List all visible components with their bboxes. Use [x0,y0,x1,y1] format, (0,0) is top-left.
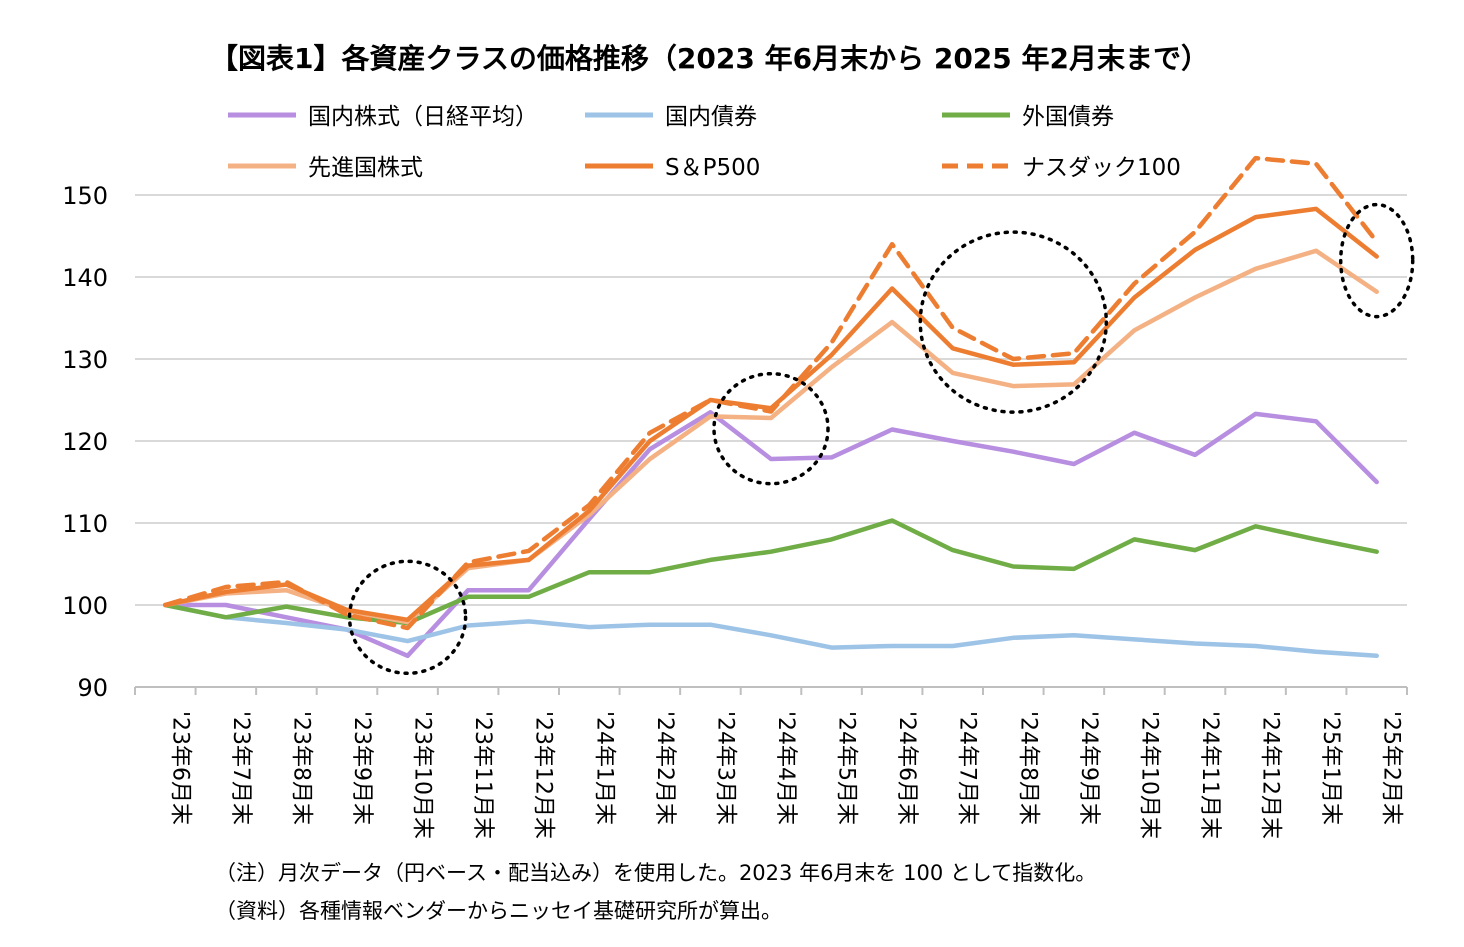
y-tick-label: 100 [62,592,108,620]
legend-label-1: 国内債券 [665,104,757,130]
x-tick-label: '23年7月末 [228,711,253,825]
annotation-circle-1 [712,371,830,486]
series-line-0 [163,410,1379,659]
y-tick-label: 150 [62,182,108,210]
annotation-circles [347,202,1415,676]
x-tick-label: '23年12月末 [531,711,556,839]
series-line-1 [163,602,1379,659]
annotation-circle-2 [918,230,1109,414]
x-tick-label: '24年5月末 [834,711,859,825]
x-tick-label: '25年1月末 [1318,711,1343,825]
x-axis-ticks: '23年6月末 '23年7月末 '23年8月末 '23年9月末 '23年10月末 '23年… [167,711,1403,839]
note-source: （資料）各種情報ベンダーからニッセイ基礎研究所が算出。 [215,899,782,923]
y-tick-label: 120 [62,428,108,456]
legend-label-2: 外国債券 [1022,104,1114,130]
x-tick-label: '23年9月末 [349,711,374,825]
series-line-4 [163,206,1379,623]
legend-label-0: 国内株式（日経平均） [308,104,538,130]
x-tick-label: '24年9月末 [1076,711,1101,825]
y-tick-label: 110 [62,510,108,538]
x-tick-label: '24年1月末 [591,711,616,825]
x-tick-label: '23年11月末 [470,711,495,839]
annotation-circle-3 [1338,202,1415,319]
legend-label-5: ナスダック100 [1022,155,1181,181]
legend-label-4: S＆P500 [665,155,760,181]
x-tick-label: '25年2月末 [1379,711,1404,825]
y-axis-ticks: 90 100 110 120 130 140 150 [62,182,108,702]
annotation-circle-0 [347,559,468,676]
axes [134,686,1408,695]
series-line-3 [163,248,1379,625]
x-tick-label: '24年6月末 [894,711,919,825]
x-tick-label: '24年12月末 [1258,711,1283,839]
x-tick-label: '24年7月末 [955,711,980,825]
note-monthly-data: （注）月次データ（円ベース・配当込み）を使用した。2023 年6月末を 100 … [215,861,1096,885]
x-tick-label: '24年8月末 [1015,711,1040,825]
x-tick-label: '23年6月末 [167,711,192,825]
legend-label-3: 先進国株式 [308,155,423,181]
x-tick-label: '23年10月末 [410,711,435,839]
x-tick-label: '24年10月末 [1136,711,1161,839]
x-tick-label: '24年3月末 [712,711,737,825]
y-tick-label: 90 [77,674,108,702]
chart-title: 【図表1】各資産クラスの価格推移（2023 年6月末から 2025 年2月末まで… [210,42,1209,75]
series-line-5 [163,155,1379,631]
y-tick-label: 140 [62,264,108,292]
gridlines [135,194,1407,606]
x-tick-label: '24年11月末 [1197,711,1222,839]
series-lines [163,155,1379,659]
x-tick-label: '24年2月末 [652,711,677,825]
x-tick-label: '23年8月末 [288,711,313,825]
y-tick-label: 130 [62,346,108,374]
x-tick-label: '24年4月末 [773,711,798,825]
